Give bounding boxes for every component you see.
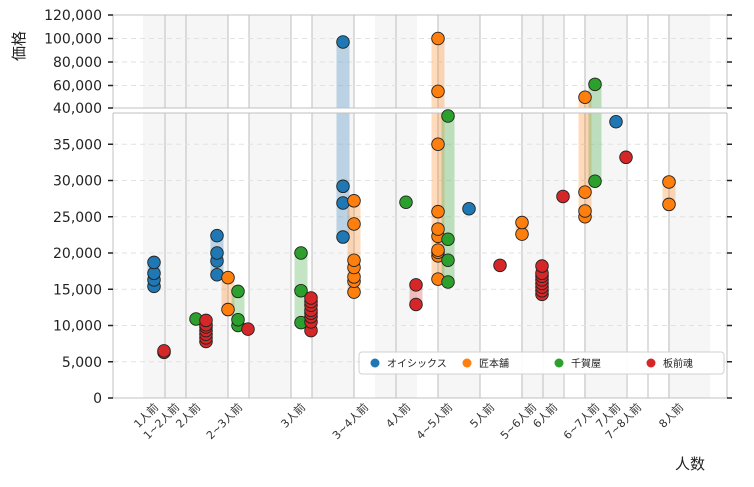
background-band-7: [584, 15, 626, 398]
data-point: [556, 189, 570, 204]
data-point: [147, 255, 161, 270]
y-tick-label: 60,000: [53, 79, 102, 95]
y-tick-label: 100,000: [44, 32, 102, 48]
data-point: [441, 232, 455, 246]
data-point: [431, 204, 445, 219]
data-point: [578, 185, 592, 199]
data-point: [347, 253, 361, 267]
x-tick-label: 2~3人前: [203, 400, 245, 442]
legend-label: 千賀屋: [571, 358, 601, 370]
data-point: [662, 197, 676, 212]
data-point: [441, 275, 455, 289]
data-point: [431, 222, 445, 236]
data-point: [662, 175, 676, 189]
data-point: [210, 268, 224, 282]
data-point: [241, 322, 255, 336]
legend-label: オイシックス: [387, 358, 447, 370]
data-point: [462, 202, 476, 216]
y-tick-label: 20,000: [53, 246, 102, 262]
data-point: [294, 246, 308, 260]
x-tick-label: 5人前: [467, 400, 497, 430]
x-axis-label: 人数: [675, 455, 705, 473]
y-tick-label: 30,000: [53, 174, 102, 190]
data-point: [588, 174, 602, 188]
data-point: [588, 77, 602, 92]
data-point: [431, 137, 445, 151]
x-tick-label: 4人前: [383, 400, 413, 430]
data-point: [336, 179, 350, 194]
data-point: [578, 204, 592, 218]
legend-box: [358, 351, 725, 375]
data-point: [199, 313, 213, 328]
data-point: [515, 227, 529, 241]
y-tick-label: 25,000: [53, 210, 102, 226]
x-tick-label: 4~5人前: [413, 400, 455, 442]
range-bar: [221, 277, 235, 310]
x-tick-label: 2人前: [173, 400, 203, 430]
legend-label: 板前魂: [663, 357, 693, 370]
data-point: [231, 284, 245, 299]
data-point: [493, 258, 507, 273]
y-tick-label: 120,000: [44, 8, 102, 24]
x-tick-label: 6人前: [530, 400, 560, 430]
data-point: [409, 297, 423, 312]
data-point: [441, 253, 455, 267]
data-point: [609, 115, 623, 129]
y-tick-label: 40,000: [53, 101, 102, 117]
background-band-2: [249, 15, 291, 398]
x-tick-label: 8人前: [656, 400, 686, 430]
y-axis-label: 価格: [10, 31, 28, 61]
y-tick-label: 5,000: [62, 355, 102, 371]
range-bar: [431, 38, 445, 280]
data-point: [619, 150, 633, 165]
y-tick-label: 80,000: [53, 55, 102, 71]
data-point: [535, 259, 549, 273]
legend-marker: [462, 358, 472, 368]
legend-label: 匠本舗: [479, 357, 509, 370]
data-point: [431, 84, 445, 99]
data-point: [347, 194, 361, 208]
data-point: [431, 31, 445, 46]
data-point: [157, 344, 171, 358]
data-point: [336, 196, 350, 210]
data-point: [431, 243, 445, 257]
data-point: [210, 228, 224, 243]
y-tick-label: 15,000: [53, 282, 102, 298]
background-band-6: [521, 15, 563, 398]
y-tick-label: 35,000: [53, 137, 102, 153]
data-point: [347, 217, 361, 231]
y-tick-label: 10,000: [53, 319, 102, 335]
legend-marker: [370, 358, 380, 368]
data-point: [578, 90, 592, 104]
legend-marker: [554, 358, 564, 368]
data-point: [210, 246, 224, 260]
data-point: [221, 302, 235, 317]
data-point: [409, 278, 423, 292]
x-tick-label: 3~4人前: [329, 400, 371, 442]
data-point: [294, 283, 308, 298]
data-point: [304, 291, 318, 305]
y-tick-label: 0: [93, 391, 102, 407]
legend-marker: [646, 358, 656, 368]
data-point: [221, 270, 235, 285]
data-point: [515, 215, 529, 230]
data-point: [441, 109, 455, 123]
data-point: [336, 230, 350, 244]
data-point: [231, 312, 245, 327]
data-point: [336, 35, 350, 49]
data-point: [399, 195, 413, 209]
axis-break-gap: [113, 108, 727, 113]
x-tick-label: 3人前: [278, 400, 308, 430]
